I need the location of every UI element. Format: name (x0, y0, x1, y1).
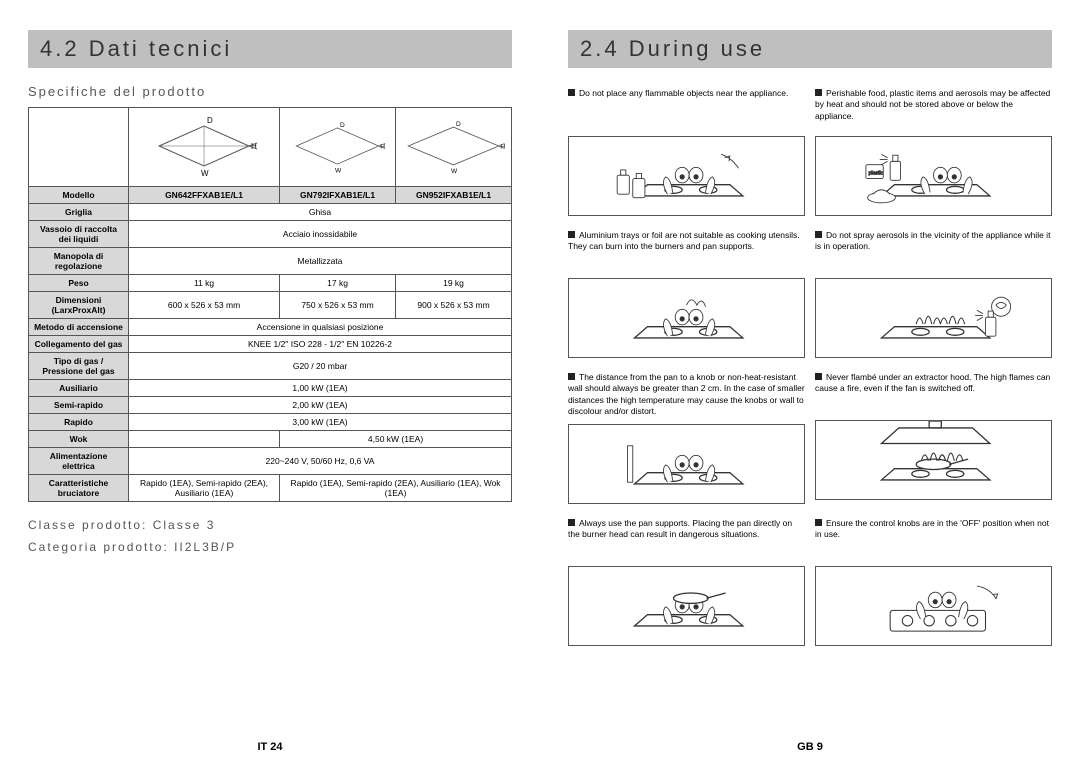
warning-illustration (568, 424, 805, 504)
cell (129, 431, 280, 448)
cell: KNEE 1/2" ISO 228 - 1/2" EN 10226-2 (129, 336, 512, 353)
warning-item: Ensure the control knobs are in the 'OFF… (815, 518, 1052, 646)
cell: 900 x 526 x 53 mm (396, 292, 512, 319)
cell: 220~240 V, 50/60 Hz, 0,6 VA (129, 448, 512, 475)
row-label: Rapido (29, 414, 129, 431)
warning-item: Never flambé under an extractor hood. Th… (815, 372, 1052, 504)
section-header-left: 4.2 Dati tecnici (28, 30, 512, 68)
warning-illustration (815, 566, 1052, 646)
cell: 750 x 526 x 53 mm (280, 292, 396, 319)
page-number-right: GB 9 (797, 741, 823, 753)
warning-text: Do not place any flammable objects near … (568, 88, 805, 130)
warning-text: Do not spray aerosols in the vicinity of… (815, 230, 1052, 272)
warning-text: Always use the pan supports. Placing the… (568, 518, 805, 560)
row-label: Griglia (29, 204, 129, 221)
warning-text: Ensure the control knobs are in the 'OFF… (815, 518, 1052, 560)
col-header: GN792IFXAB1E/L1 (280, 187, 396, 204)
svg-text:W: W (451, 168, 458, 175)
warning-item: Do not spray aerosols in the vicinity of… (815, 230, 1052, 358)
dim-diagram-1: D H W (129, 108, 280, 187)
cell: 11 kg (129, 275, 280, 292)
spec-table: D H W D H W D H (28, 107, 512, 502)
subheading-specs: Specifiche del prodotto (28, 84, 512, 99)
cell: Metallizzata (129, 248, 512, 275)
row-label: Caratteristiche bruciatore (29, 475, 129, 502)
cell: 1,00 kW (1EA) (129, 380, 512, 397)
warning-text: The distance from the pan to a knob or n… (568, 372, 805, 418)
warning-text: Perishable food, plastic items and aeros… (815, 88, 1052, 130)
warning-illustration: plastic (815, 136, 1052, 216)
warning-item: The distance from the pan to a knob or n… (568, 372, 805, 504)
cell: 600 x 526 x 53 mm (129, 292, 280, 319)
cell: Acciaio inossidabile (129, 221, 512, 248)
svg-text:D: D (340, 122, 345, 129)
row-label: Collegamento del gas (29, 336, 129, 353)
dim-w: W (201, 169, 209, 178)
section-header-right: 2.4 During use (568, 30, 1052, 68)
svg-text:D: D (456, 121, 461, 128)
col-header: GN952IFXAB1E/L1 (396, 187, 512, 204)
warning-illustration (815, 420, 1052, 500)
dim-diagram-3: D H W (396, 108, 512, 187)
warning-illustration (815, 278, 1052, 358)
cell: 4,50 kW (1EA) (280, 431, 512, 448)
product-class: Classe prodotto: Classe 3 (28, 518, 512, 532)
warning-item: Always use the pan supports. Placing the… (568, 518, 805, 646)
row-label: Alimentazione elettrica (29, 448, 129, 475)
warning-text: Aluminium trays or foil are not suitable… (568, 230, 805, 272)
page-number-left: IT 24 (257, 741, 282, 753)
row-label: Metodo di accensione (29, 319, 129, 336)
warning-illustration (568, 566, 805, 646)
cell: 3,00 kW (1EA) (129, 414, 512, 431)
row-label: Wok (29, 431, 129, 448)
dim-d: D (207, 116, 213, 125)
row-label: Vassoio di raccolta dei liquidi (29, 221, 129, 248)
cell: Rapido (1EA), Semi-rapido (2EA), Ausilia… (280, 475, 512, 502)
col-header: GN642FFXAB1E/L1 (129, 187, 280, 204)
cell: G20 / 20 mbar (129, 353, 512, 380)
cell: Accensione in qualsiasi posizione (129, 319, 512, 336)
dim-diagram-2: D H W (280, 108, 396, 187)
row-label: Ausiliario (29, 380, 129, 397)
left-page: 4.2 Dati tecnici Specifiche del prodotto… (0, 0, 540, 763)
svg-text:W: W (335, 167, 342, 174)
warning-illustration (568, 136, 805, 216)
warning-illustration (568, 278, 805, 358)
row-label: Dimensioni (LarxProxAlt) (29, 292, 129, 319)
col-header-modello: Modello (29, 187, 129, 204)
cell: 17 kg (280, 275, 396, 292)
cell: 19 kg (396, 275, 512, 292)
row-label: Manopola di regolazione (29, 248, 129, 275)
row-label: Peso (29, 275, 129, 292)
cell: Ghisa (129, 204, 512, 221)
row-label: Tipo di gas / Pressione del gas (29, 353, 129, 380)
svg-text:plastic: plastic (869, 170, 884, 176)
product-category: Categoria prodotto: II2L3B/P (28, 540, 512, 554)
warning-text: Never flambé under an extractor hood. Th… (815, 372, 1052, 414)
cell: Rapido (1EA), Semi-rapido (2EA), Ausilia… (129, 475, 280, 502)
warning-item: Do not place any flammable objects near … (568, 88, 805, 216)
row-label: Semi-rapido (29, 397, 129, 414)
warning-item: Perishable food, plastic items and aeros… (815, 88, 1052, 216)
warning-item: Aluminium trays or foil are not suitable… (568, 230, 805, 358)
warnings-grid: Do not place any flammable objects near … (568, 88, 1052, 646)
right-page: 2.4 During use Do not place any flammabl… (540, 0, 1080, 763)
cell: 2,00 kW (1EA) (129, 397, 512, 414)
